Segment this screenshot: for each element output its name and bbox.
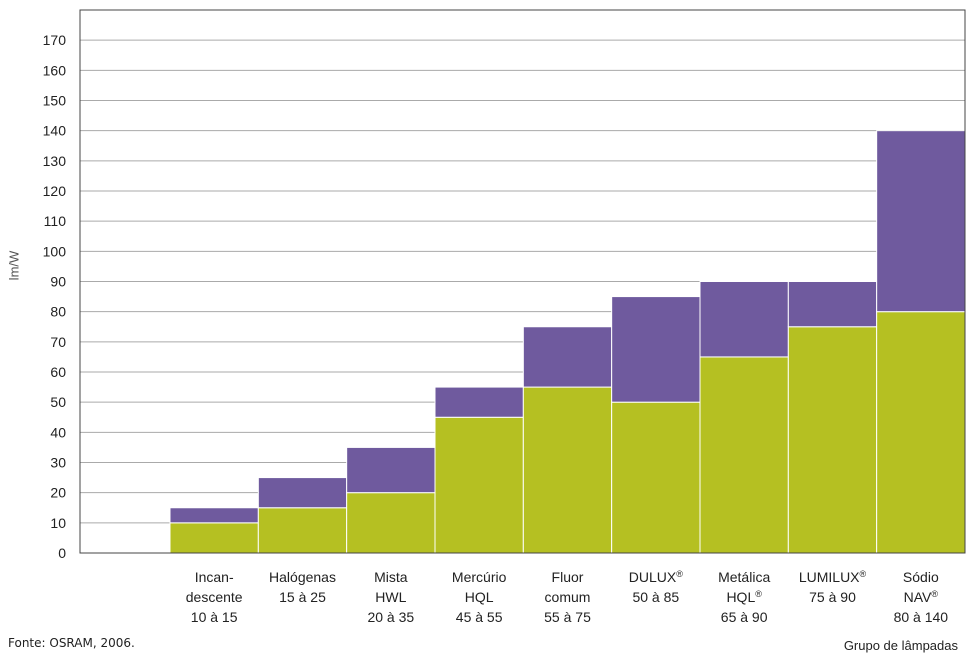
y-tick-label: 60 [50,364,66,380]
category-label: descente [186,589,243,605]
y-tick-labels: 0 10 20 30 40 50 60 70 80 90 100 110 120 130 140 150 160… [43,32,67,561]
category-label: 80 à 140 [894,609,949,625]
y-tick-label: 50 [50,394,66,410]
y-axis-label: lm/W [6,250,22,281]
x-axis-label: Grupo de lâmpadas [843,638,958,653]
y-tick-label: 70 [50,334,66,350]
bar-range [699,281,789,358]
bar-min [611,401,701,554]
bar-range [169,507,259,524]
source-note: Fonte: OSRAM, 2006. [8,636,135,650]
bar-min [522,386,613,554]
y-tick-label: 120 [43,183,67,199]
bar-range [611,296,701,403]
y-tick-label: 80 [50,304,66,320]
bar-range [257,477,348,509]
y-tick-label: 0 [58,545,66,561]
category-label: 20 à 35 [367,609,414,625]
bar-min [787,326,878,554]
category-label: HWL [375,589,406,605]
y-tick-label: 90 [50,274,66,290]
category-label: Sódio [903,569,939,585]
y-tick-label: 10 [50,515,66,531]
bar-min [169,522,259,554]
y-tick-label: 150 [43,93,67,109]
plot-frame [79,9,966,554]
grid-lines [80,39,965,524]
y-tick-label: 160 [43,62,67,78]
category-label: Incan- [195,569,234,585]
category-label: Mista [374,569,408,585]
category-label: LUMILUX® [799,569,867,585]
category-label: 65 à 90 [721,609,768,625]
bar-min [346,492,436,554]
category-label: 45 à 55 [456,609,503,625]
y-tick-label: 130 [43,153,67,169]
category-label: 55 à 75 [544,609,591,625]
category-label: DULUX® [629,569,683,585]
y-tick-label: 40 [50,424,66,440]
y-tick-label: 110 [44,213,67,229]
category-label: Metálica [718,569,770,585]
bar-range [434,386,524,418]
category-label: HQL [465,589,494,605]
bar-min [876,311,966,554]
bar-min [434,416,524,554]
bar-min [699,356,789,554]
bar-range [787,281,878,328]
y-tick-label: 20 [50,485,66,501]
y-tick-label: 30 [50,455,66,471]
bar-range [522,326,613,388]
bar-range [346,446,436,494]
bar-min [257,507,348,554]
y-tick-label: 100 [43,243,67,259]
category-label: NAV® [904,589,939,605]
category-label: 75 à 90 [809,589,856,605]
bar-range [876,130,966,313]
y-tick-label: 140 [43,123,67,139]
category-label: comum [545,589,591,605]
category-label: Mercúrio [452,569,507,585]
category-labels: Incan-descente 10 à 15 Halógenas 15 à 25 Mis… [186,569,949,625]
category-label: Halógenas [269,569,336,585]
y-tick-label: 170 [43,32,67,48]
category-label: 15 à 25 [279,589,326,605]
category-label: HQL® [726,589,762,605]
bars [169,130,966,554]
category-label: 50 à 85 [632,589,679,605]
category-label: Fluor [552,569,584,585]
category-label: 10 à 15 [191,609,238,625]
